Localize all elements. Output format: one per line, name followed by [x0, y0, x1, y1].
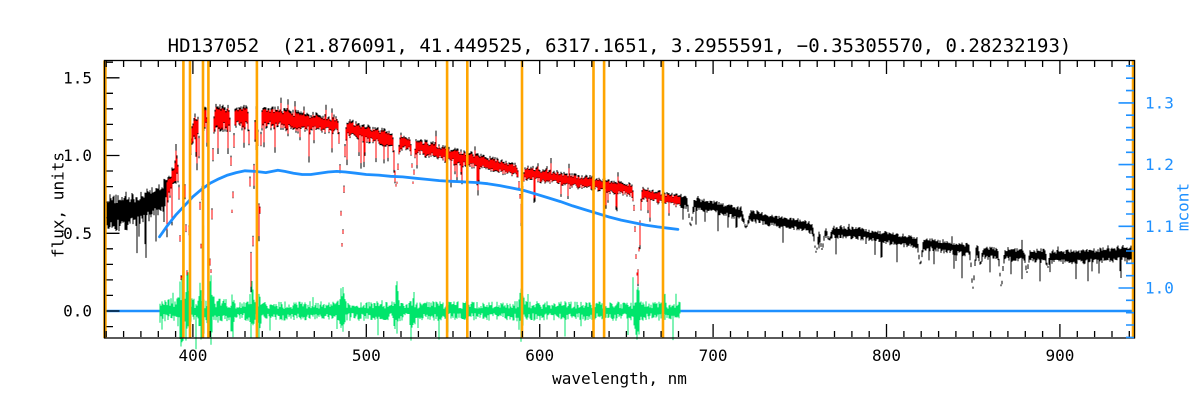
mcont-tick-label: 1.1 — [1145, 217, 1174, 236]
mcont-tick-label: 1.3 — [1145, 93, 1174, 112]
x-tick-label: 500 — [352, 346, 381, 365]
flux-axis-label: flux, units — [48, 152, 68, 258]
mcont-axis-label: mcont — [1173, 182, 1193, 232]
mcont-tick-label: 1.2 — [1145, 155, 1174, 174]
flux-tick-label: 0.5 — [63, 224, 92, 243]
flux-tick-label: 1.0 — [63, 146, 92, 165]
flux-tick-label: 0.0 — [63, 302, 92, 321]
flux-tick-label: 1.5 — [63, 68, 92, 87]
x-tick-label: 700 — [699, 346, 728, 365]
x-tick-label: 400 — [178, 346, 207, 365]
x-tick-label: 800 — [872, 346, 901, 365]
x-tick-label: 600 — [525, 346, 554, 365]
wavelength-axis-label: wavelength, nm — [552, 369, 687, 388]
mcont-tick-label: 1.0 — [1145, 279, 1174, 298]
x-tick-label: 900 — [1045, 346, 1074, 365]
plot-title: HD137052 (21.876091, 41.449525, 6317.165… — [167, 35, 1072, 57]
